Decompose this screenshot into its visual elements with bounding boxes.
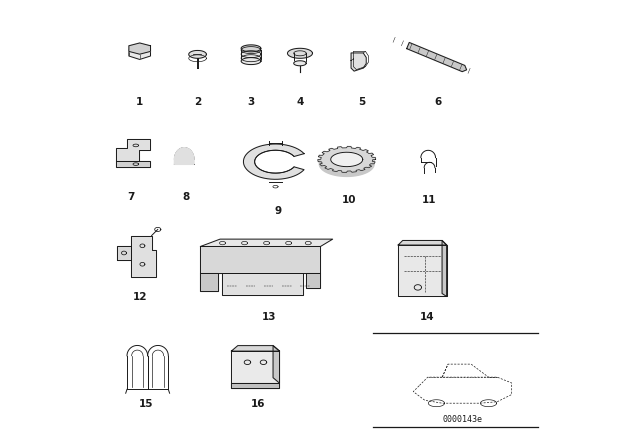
Polygon shape — [241, 58, 261, 65]
Polygon shape — [200, 273, 218, 291]
Polygon shape — [189, 51, 206, 58]
Polygon shape — [223, 273, 303, 296]
Text: 15: 15 — [139, 399, 154, 409]
Polygon shape — [331, 152, 363, 167]
Text: 6: 6 — [435, 97, 442, 107]
Polygon shape — [232, 345, 280, 351]
Polygon shape — [129, 43, 150, 54]
Text: 11: 11 — [422, 194, 436, 205]
Polygon shape — [442, 241, 447, 297]
Text: 1: 1 — [136, 97, 143, 107]
Text: 9: 9 — [274, 206, 281, 215]
Text: 5: 5 — [358, 97, 366, 107]
Polygon shape — [117, 246, 131, 260]
Polygon shape — [406, 43, 467, 72]
Polygon shape — [200, 246, 321, 273]
Text: 8: 8 — [183, 192, 190, 202]
Polygon shape — [200, 239, 333, 246]
Polygon shape — [398, 245, 447, 297]
Polygon shape — [241, 47, 261, 54]
Text: 14: 14 — [420, 313, 434, 323]
Polygon shape — [116, 139, 150, 161]
Polygon shape — [351, 53, 366, 71]
Polygon shape — [129, 46, 150, 60]
Polygon shape — [241, 55, 261, 62]
Polygon shape — [243, 144, 304, 179]
Polygon shape — [273, 345, 280, 383]
Polygon shape — [232, 351, 280, 383]
Text: 7: 7 — [127, 192, 134, 202]
Polygon shape — [398, 241, 447, 245]
Text: 2: 2 — [194, 97, 201, 107]
Text: 13: 13 — [262, 313, 276, 323]
Polygon shape — [318, 146, 376, 172]
Polygon shape — [175, 148, 194, 164]
Polygon shape — [131, 236, 156, 276]
Text: 12: 12 — [132, 293, 147, 302]
Polygon shape — [116, 161, 150, 167]
Text: 0000143e: 0000143e — [442, 415, 483, 424]
Polygon shape — [241, 51, 261, 58]
Polygon shape — [287, 48, 312, 58]
Text: 10: 10 — [342, 194, 356, 205]
Polygon shape — [319, 159, 374, 177]
Text: 16: 16 — [250, 399, 265, 409]
Polygon shape — [241, 45, 261, 52]
Polygon shape — [232, 383, 280, 388]
Polygon shape — [294, 61, 306, 66]
Text: 4: 4 — [296, 97, 303, 107]
Polygon shape — [306, 273, 321, 288]
Text: 3: 3 — [248, 97, 255, 107]
